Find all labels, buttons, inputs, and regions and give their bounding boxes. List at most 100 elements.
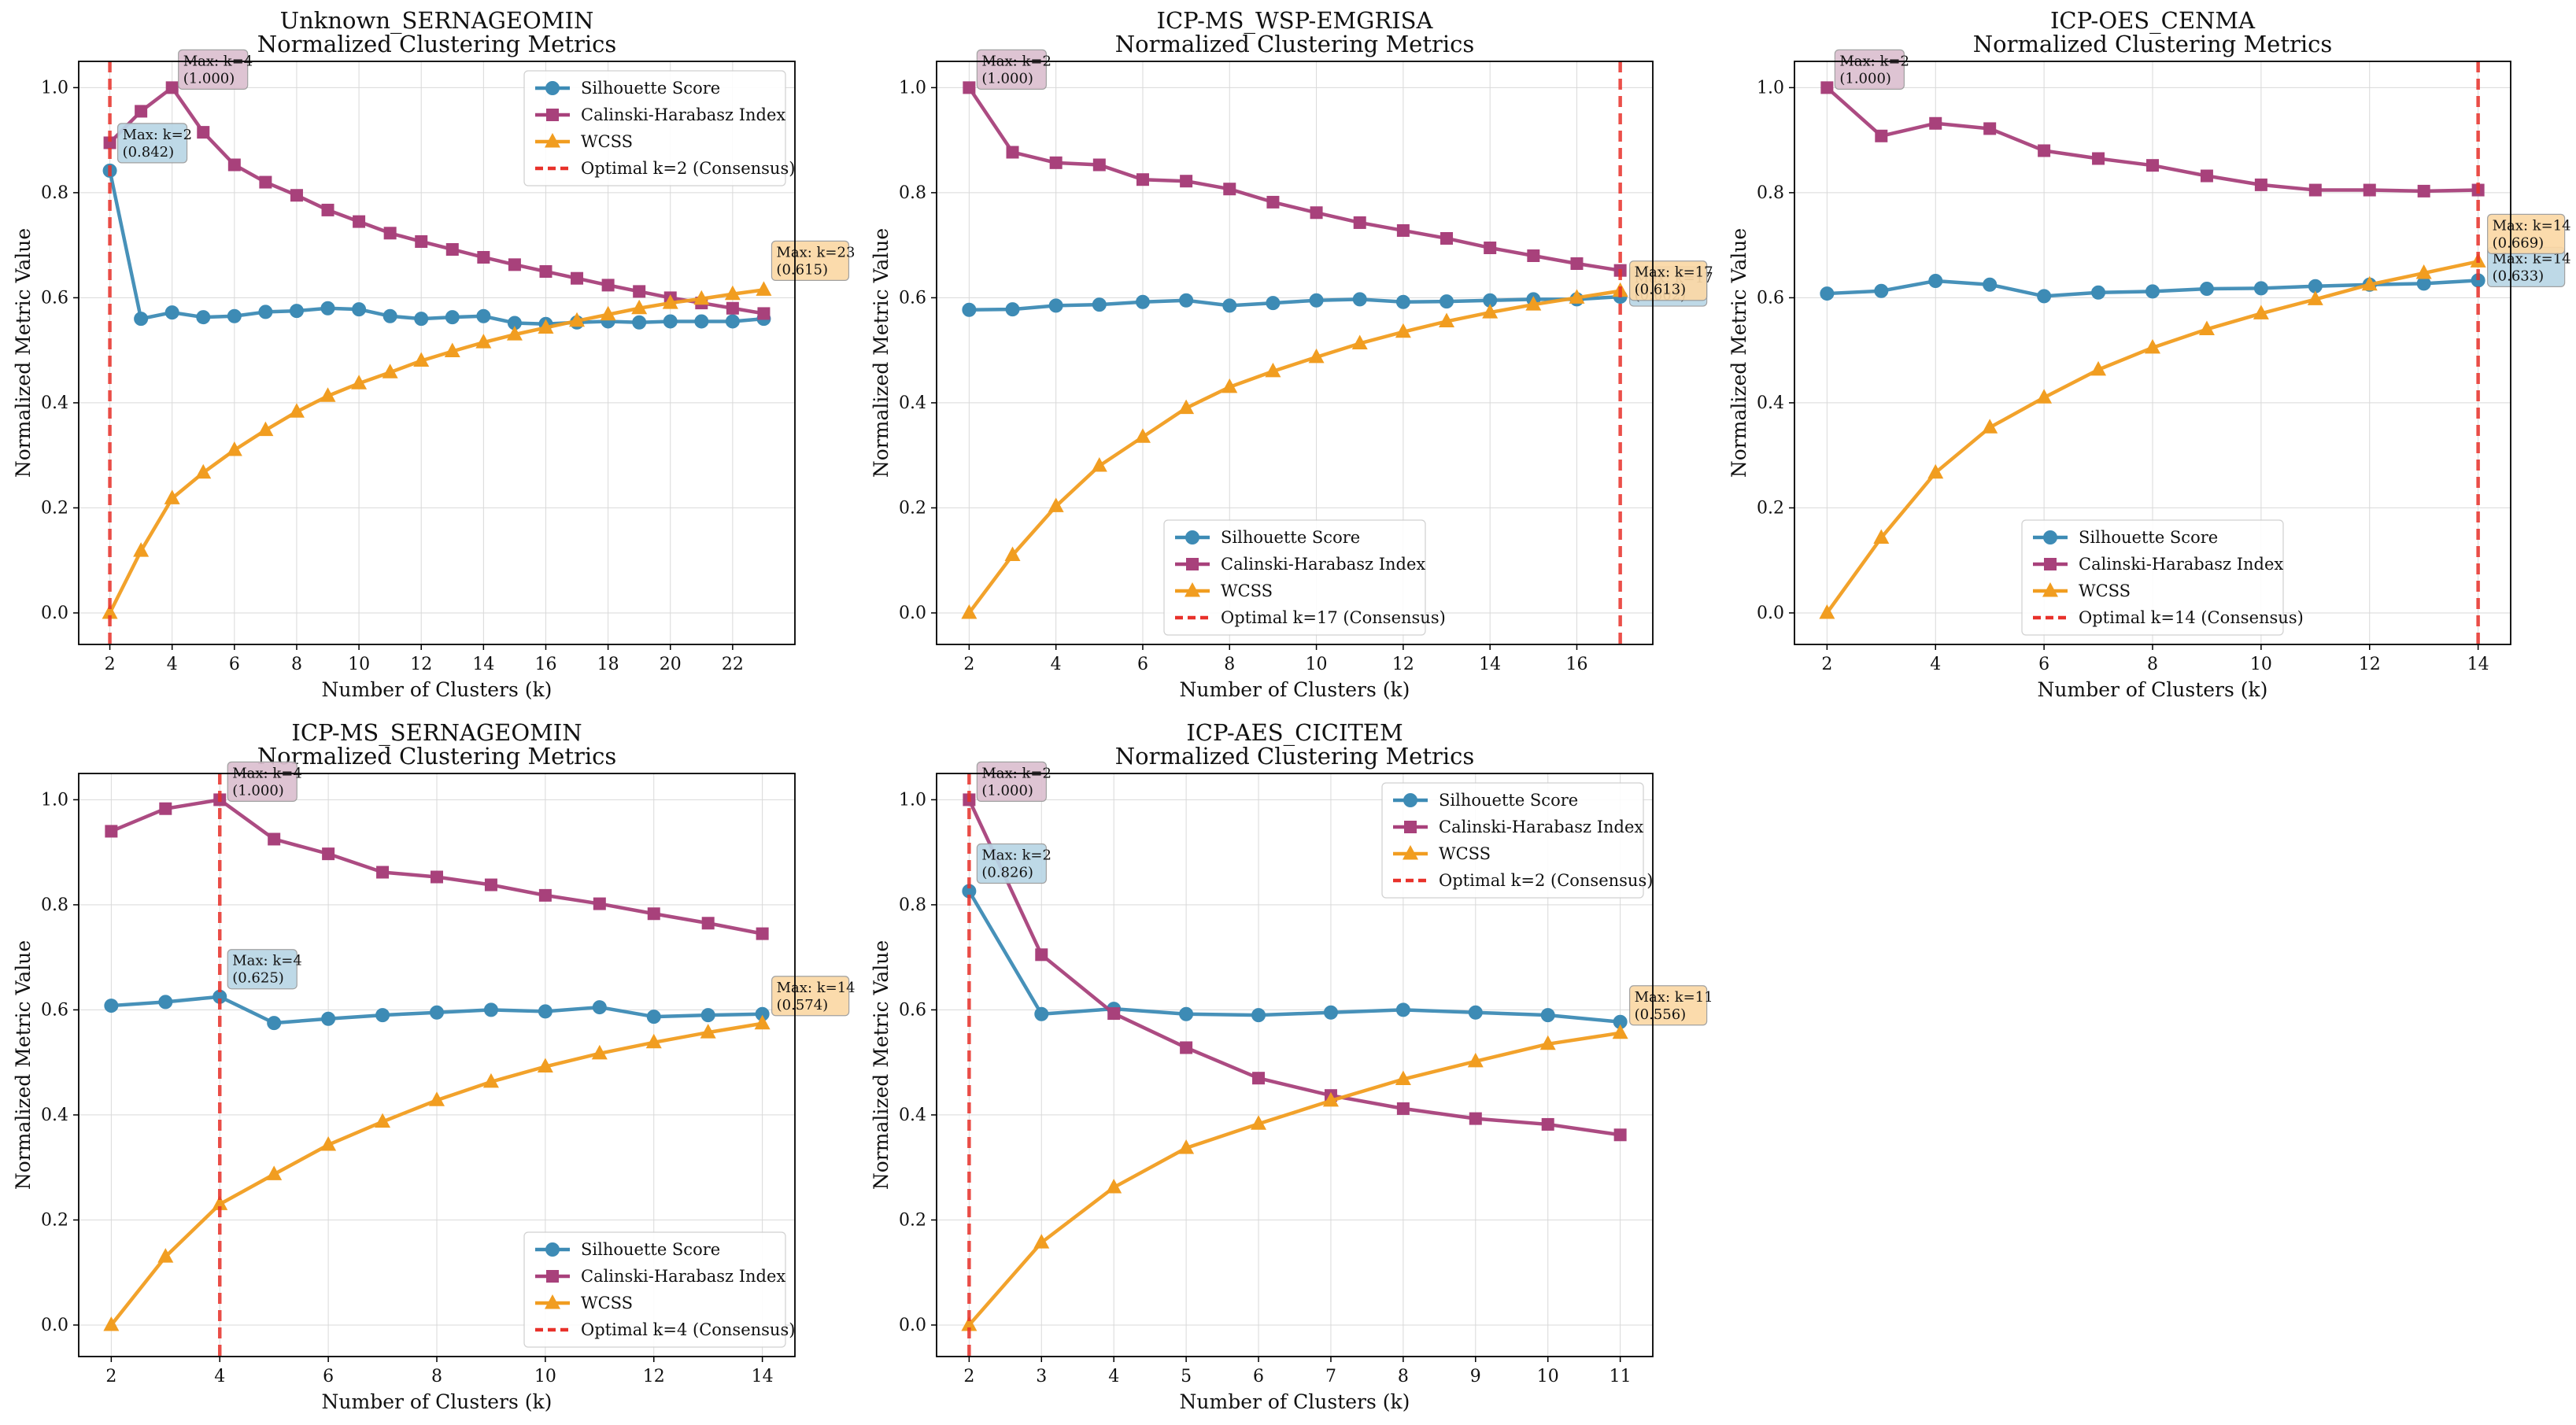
x-tick-label: 2 bbox=[963, 1367, 974, 1386]
wcss-point bbox=[537, 1058, 553, 1073]
wcss-point bbox=[1048, 497, 1064, 512]
annotation-wcss: Max: k=17(0.613) bbox=[1629, 260, 1713, 301]
y-tick-label: 0.0 bbox=[899, 1316, 926, 1335]
chart-subtitle: Normalized Clustering Metrics bbox=[1115, 31, 1474, 57]
legend-item-calinski: Calinski-Harabasz Index bbox=[535, 105, 785, 124]
legend-label: Calinski-Harabasz Index bbox=[581, 1267, 785, 1286]
chart-title: ICP-MS_WSP-EMGRISA bbox=[1157, 7, 1434, 35]
calinski-point bbox=[571, 271, 584, 285]
annotation-calinski: Max: k=2(1.000) bbox=[976, 761, 1051, 802]
y-tick-label: 0.0 bbox=[41, 1316, 68, 1335]
y-tick-label: 0.2 bbox=[1757, 498, 1784, 518]
calinski-point bbox=[2146, 159, 2159, 172]
y-tick-label: 0.0 bbox=[41, 604, 68, 623]
calinski-point bbox=[1180, 1041, 1193, 1054]
legend-item-wcss: WCSS bbox=[1393, 844, 1491, 863]
wcss-point bbox=[1134, 428, 1151, 443]
annotation-line2: (1.000) bbox=[232, 782, 284, 799]
x-tick-label: 9 bbox=[1470, 1367, 1481, 1386]
x-tick-label: 8 bbox=[291, 655, 302, 674]
x-tick-label: 11 bbox=[1610, 1367, 1632, 1386]
silhouette-point bbox=[164, 305, 179, 320]
silhouette-line bbox=[967, 890, 1621, 1024]
legend-item-calinski: Calinski-Harabasz Index bbox=[1393, 818, 1643, 836]
wcss-point bbox=[1033, 1234, 1050, 1249]
calinski-point bbox=[1484, 241, 1497, 254]
data-area bbox=[961, 81, 1628, 619]
calinski-line bbox=[967, 799, 1621, 1137]
series-silhouette bbox=[104, 989, 770, 1031]
calinski-point bbox=[601, 279, 615, 292]
wcss-point bbox=[700, 1024, 716, 1039]
annotation-line2: (1.000) bbox=[1839, 70, 1891, 87]
wcss-point bbox=[413, 352, 430, 367]
wcss-point bbox=[1439, 312, 1455, 327]
silhouette-point bbox=[320, 301, 335, 316]
y-tick-label: 0.2 bbox=[899, 1210, 926, 1230]
silhouette-point bbox=[2037, 289, 2052, 304]
annotation-box bbox=[976, 49, 1047, 90]
x-tick-label: 4 bbox=[1930, 655, 1941, 674]
silhouette-point bbox=[1352, 292, 1367, 307]
silhouette-point bbox=[414, 312, 429, 327]
y-axis-label: Normalized Metric Value bbox=[870, 940, 893, 1190]
silhouette-point bbox=[962, 302, 977, 317]
legend-item-optimal: Optimal k=2 (Consensus) bbox=[535, 159, 795, 178]
calinski-point bbox=[135, 105, 148, 118]
wcss-point bbox=[102, 604, 118, 619]
x-tick-label: 4 bbox=[167, 655, 178, 674]
y-tick-label: 0.4 bbox=[1757, 393, 1784, 413]
x-tick-label: 12 bbox=[2359, 655, 2381, 674]
legend-item-wcss: WCSS bbox=[535, 1294, 633, 1312]
calinski-point bbox=[1223, 183, 1236, 196]
silhouette-point bbox=[694, 314, 709, 329]
wcss-point bbox=[212, 1195, 228, 1210]
x-tick-label: 10 bbox=[1306, 655, 1328, 674]
silhouette-line bbox=[108, 170, 764, 327]
silhouette-point bbox=[700, 1008, 715, 1023]
x-tick-label: 14 bbox=[472, 655, 494, 674]
silhouette-point bbox=[1251, 1008, 1266, 1023]
chart-subtitle: Normalized Clustering Metrics bbox=[257, 31, 616, 57]
silhouette-point bbox=[1179, 293, 1194, 308]
wcss-point bbox=[2145, 338, 2160, 354]
x-tick-label: 6 bbox=[323, 1367, 334, 1386]
annotation-line2: (0.613) bbox=[1635, 282, 1687, 298]
silhouette-point bbox=[134, 312, 149, 327]
annotation-line1: Max: k=4 bbox=[232, 953, 302, 969]
annotation-box bbox=[1629, 260, 1708, 301]
x-tick-label: 3 bbox=[1036, 1367, 1047, 1386]
x-tick-label: 10 bbox=[2250, 655, 2272, 674]
silhouette-point bbox=[430, 1005, 444, 1020]
chart-title: ICP-MS_SERNAGEOMIN bbox=[291, 719, 582, 747]
silhouette-point bbox=[1222, 298, 1237, 313]
series-silhouette bbox=[962, 884, 1628, 1029]
x-tick-label: 4 bbox=[214, 1367, 225, 1386]
legend-label: Calinski-Harabasz Index bbox=[581, 105, 785, 124]
legend-swatch-marker bbox=[1404, 821, 1417, 833]
x-tick-label: 16 bbox=[1565, 655, 1587, 674]
wcss-point bbox=[961, 1316, 978, 1331]
chart-title: Unknown_SERNAGEOMIN bbox=[280, 7, 594, 35]
data-area bbox=[961, 793, 1628, 1331]
wcss-point bbox=[754, 1014, 771, 1030]
legend-label: Silhouette Score bbox=[1439, 791, 1578, 810]
calinski-point bbox=[1983, 122, 1997, 135]
silhouette-point bbox=[1395, 1002, 1410, 1017]
wcss-point bbox=[1819, 604, 1835, 619]
legend-label: Optimal k=2 (Consensus) bbox=[581, 159, 795, 178]
wcss-point bbox=[756, 281, 772, 296]
calinski-line bbox=[967, 87, 1621, 272]
wcss-point bbox=[1395, 1070, 1411, 1086]
legend-swatch-marker bbox=[545, 81, 560, 95]
calinski-point bbox=[1107, 1007, 1121, 1021]
y-tick-label: 0.0 bbox=[899, 604, 926, 623]
calinski-point bbox=[1396, 1102, 1410, 1115]
annotation-calinski: Max: k=2(1.000) bbox=[976, 49, 1051, 90]
silhouette-point bbox=[1048, 298, 1063, 313]
legend-frame bbox=[523, 1231, 786, 1348]
wcss-point bbox=[351, 375, 368, 389]
annotation-calinski: Max: k=2(1.000) bbox=[1834, 49, 1909, 90]
wcss-point bbox=[382, 364, 398, 378]
